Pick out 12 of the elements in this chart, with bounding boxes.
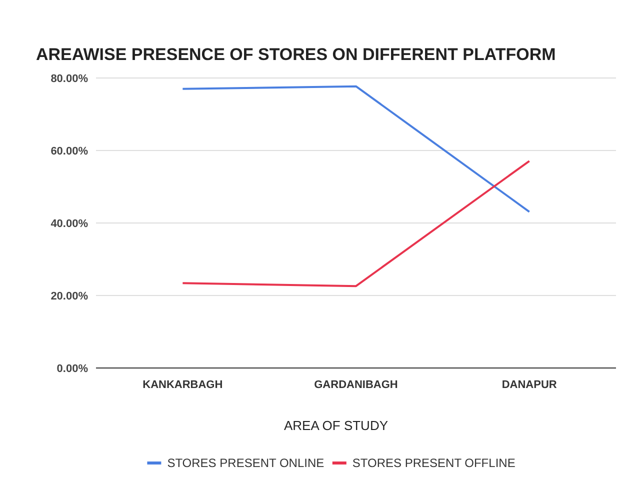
legend-label: STORES PRESENT OFFLINE	[352, 456, 516, 470]
y-tick-label: 20.00%	[50, 290, 88, 302]
y-tick-label: 0.00%	[56, 362, 88, 375]
chart-title: AREAWISE PRESENCE OF STORES ON DIFFERENT PLATFORM	[36, 45, 556, 64]
y-tick-label: 40.00%	[50, 218, 88, 230]
x-axis-title: AREA OF STUDY	[284, 418, 388, 433]
x-tick-label: DANAPUR	[502, 379, 557, 391]
y-tick-label: 80.00%	[50, 72, 88, 85]
x-tick-label: KANKARBAGH	[142, 379, 223, 391]
y-tick-label: 60.00%	[50, 145, 88, 158]
x-tick-label: GARDANIBAGH	[314, 379, 398, 391]
legend-label: STORES PRESENT ONLINE	[167, 456, 324, 470]
